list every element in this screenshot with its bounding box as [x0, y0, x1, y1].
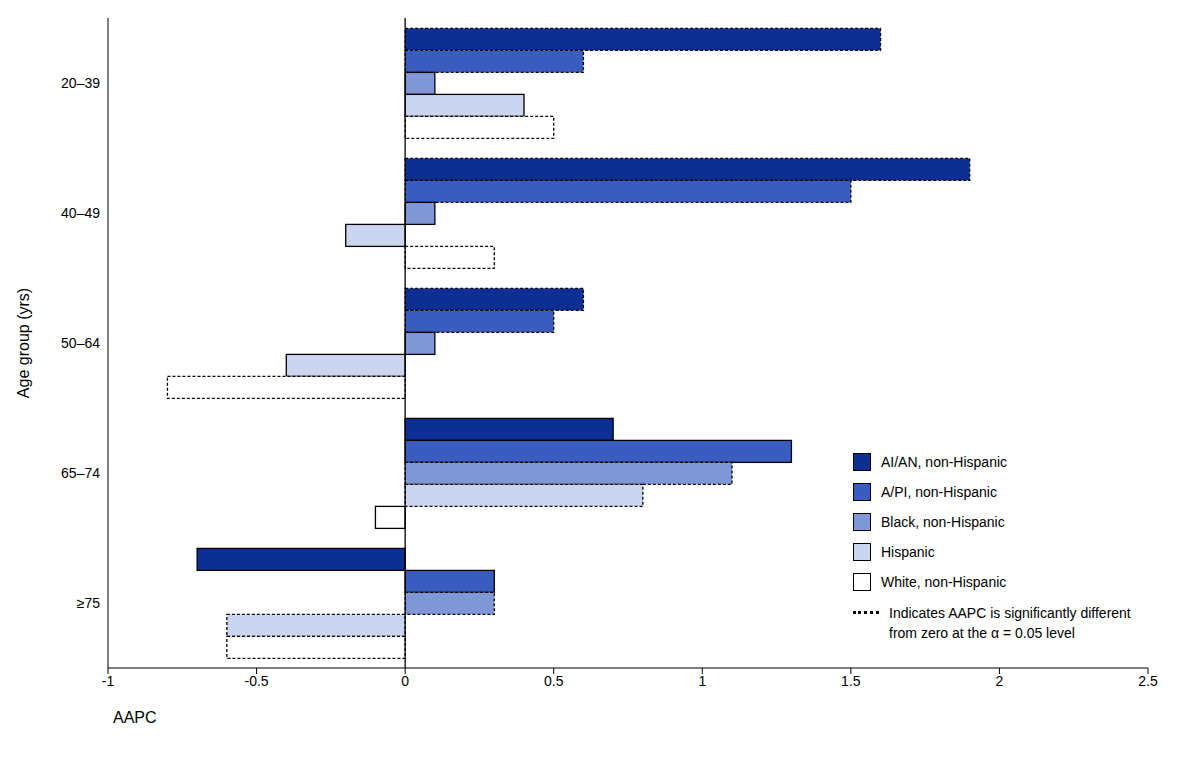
svg-text:65–74: 65–74 — [61, 465, 100, 481]
html-text:Hispanic: Hispanic — [881, 544, 935, 560]
svg-text:2.5: 2.5 — [1138, 673, 1158, 689]
html-text:White, non-Hispanic: White, non-Hispanic — [881, 574, 1007, 590]
svg-text:40–49: 40–49 — [61, 205, 100, 221]
html-text:A/PI, non-Hispanic: A/PI, non-Hispanic — [881, 484, 997, 500]
html-text:Indicates AAPC is significantl: Indicates AAPC is significantly differen… — [889, 605, 1131, 641]
svg-text:2: 2 — [996, 673, 1004, 689]
html-text:AI/AN, non-Hispanic: AI/AN, non-Hispanic — [881, 454, 1008, 470]
svg-text:-1: -1 — [102, 673, 115, 689]
svg-text:0.5: 0.5 — [544, 673, 564, 689]
svg-text:1.5: 1.5 — [841, 673, 861, 689]
svg-text:≥75: ≥75 — [77, 595, 100, 611]
svg-text:Age group (yrs): Age group (yrs) — [15, 288, 32, 398]
svg-text:50–64: 50–64 — [61, 335, 100, 351]
svg-text:-0.5: -0.5 — [245, 673, 269, 689]
svg-text:AAPC: AAPC — [113, 709, 157, 726]
svg-text:0: 0 — [401, 673, 409, 689]
svg-text:20–39: 20–39 — [61, 75, 100, 91]
svg-text:1: 1 — [698, 673, 706, 689]
html-text:Black, non-Hispanic: Black, non-Hispanic — [881, 514, 1005, 530]
